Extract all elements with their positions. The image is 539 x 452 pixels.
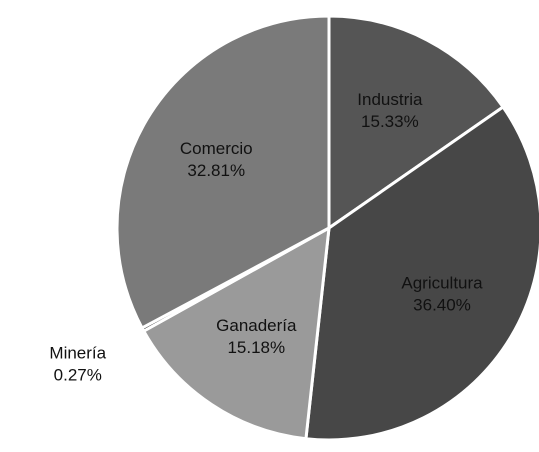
slice-value-label: 0.27% — [54, 366, 102, 385]
slice-label: Ganadería — [216, 316, 297, 335]
slice-value-label: 36.40% — [413, 296, 471, 315]
slice-label: Agricultura — [401, 274, 483, 293]
slice-label: Industria — [357, 90, 423, 109]
slice-value-label: 15.33% — [361, 112, 419, 131]
pie-slice — [304, 105, 539, 442]
pie-slice — [115, 14, 331, 330]
slice-label: Comercio — [180, 139, 253, 158]
slice-value-label: 32.81% — [187, 161, 245, 180]
pie-slice — [327, 14, 505, 230]
pie-slice — [142, 226, 331, 441]
slice-label: Minería — [49, 344, 106, 363]
slice-value-label: 15.18% — [227, 338, 285, 357]
